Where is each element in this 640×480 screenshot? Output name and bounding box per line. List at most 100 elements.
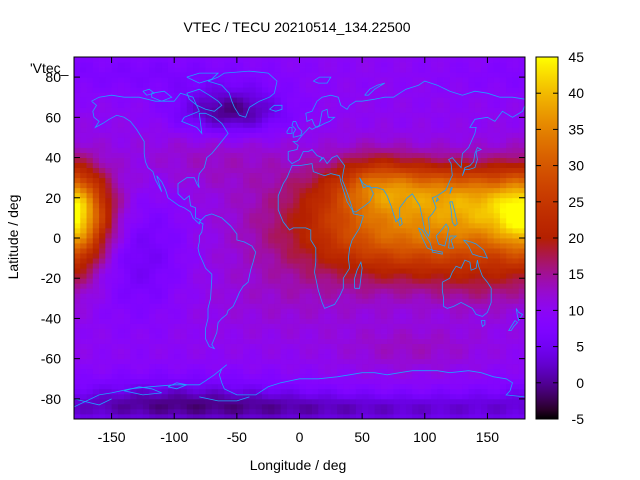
heatmap-cell	[80, 62, 87, 68]
heatmap-cell	[487, 403, 495, 410]
heatmap-cell	[136, 87, 144, 93]
heatmap-cell	[186, 82, 194, 88]
heatmap-cell	[124, 298, 131, 304]
heatmap-cell	[437, 207, 444, 214]
heatmap-cell	[487, 358, 495, 365]
heatmap-cell	[387, 112, 394, 118]
heatmap-cell	[167, 293, 175, 299]
heatmap-cell	[424, 298, 432, 304]
heatmap-cell	[92, 308, 100, 314]
heatmap-cell	[136, 127, 144, 133]
heatmap-cell	[468, 227, 476, 234]
heatmap-cell	[74, 388, 81, 395]
heatmap-cell	[443, 358, 451, 365]
heatmap-cell	[368, 388, 376, 395]
heatmap-cell	[105, 112, 112, 118]
heatmap-cell	[255, 243, 263, 249]
heatmap-cell	[456, 338, 463, 344]
heatmap-cell	[268, 142, 275, 148]
heatmap-cell	[136, 268, 144, 274]
heatmap-cell	[468, 253, 476, 259]
heatmap-cell	[136, 117, 144, 123]
heatmap-cell	[274, 192, 282, 199]
heatmap-cell	[199, 398, 206, 405]
heatmap-cell	[255, 222, 263, 229]
heatmap-cell	[368, 62, 376, 68]
heatmap-cell	[374, 393, 382, 400]
heatmap-cell	[105, 92, 112, 98]
heatmap-cell	[443, 72, 451, 78]
heatmap-cell	[99, 232, 106, 239]
heatmap-cell	[387, 117, 394, 123]
heatmap-cell	[299, 333, 307, 339]
heatmap-cell	[393, 122, 401, 128]
heatmap-cell	[393, 273, 401, 279]
heatmap-cell	[355, 323, 363, 329]
heatmap-cell	[205, 363, 213, 370]
heatmap-cell	[443, 318, 451, 324]
heatmap-cell	[362, 398, 369, 405]
heatmap-cell	[443, 92, 451, 98]
heatmap-cell	[380, 157, 388, 163]
heatmap-cell	[305, 212, 313, 219]
heatmap-cell	[280, 212, 288, 219]
heatmap-cell	[393, 398, 401, 405]
heatmap-cell	[155, 177, 163, 184]
heatmap-cell	[318, 197, 325, 204]
heatmap-cell	[431, 378, 438, 385]
heatmap-cell	[286, 147, 294, 153]
heatmap-cell	[355, 162, 363, 169]
heatmap-cell	[205, 127, 213, 133]
heatmap-cell	[155, 112, 163, 118]
heatmap-cell	[205, 137, 213, 143]
heatmap-cell	[456, 393, 463, 400]
heatmap-cell	[330, 303, 338, 309]
heatmap-cell	[506, 343, 513, 350]
heatmap-cell	[218, 323, 225, 329]
heatmap-cell	[412, 142, 419, 148]
heatmap-cell	[249, 177, 257, 184]
heatmap-cell	[199, 293, 206, 299]
heatmap-cell	[149, 112, 156, 118]
heatmap-cell	[224, 162, 231, 169]
heatmap-cell	[299, 263, 307, 269]
heatmap-cell	[393, 72, 401, 78]
heatmap-cell	[230, 97, 238, 103]
heatmap-cell	[130, 212, 138, 219]
heatmap-cell	[211, 152, 219, 158]
heatmap-cell	[362, 313, 369, 319]
heatmap-cell	[268, 77, 275, 83]
heatmap-cell	[299, 378, 307, 385]
heatmap-cell	[99, 313, 106, 319]
heatmap-cell	[149, 182, 156, 189]
heatmap-cell	[431, 343, 438, 350]
heatmap-cell	[305, 383, 313, 390]
heatmap-cell	[268, 333, 275, 339]
heatmap-cell	[487, 92, 495, 98]
heatmap-cell	[487, 67, 495, 73]
heatmap-cell	[280, 97, 288, 103]
heatmap-cell	[462, 207, 470, 214]
heatmap-cell	[193, 127, 200, 133]
heatmap-cell	[111, 177, 119, 184]
heatmap-cell	[149, 167, 156, 174]
heatmap-cell	[368, 107, 376, 113]
heatmap-cell	[462, 273, 470, 279]
heatmap-cell	[318, 57, 325, 63]
heatmap-cell	[155, 72, 163, 78]
heatmap-cell	[255, 338, 263, 344]
heatmap-cell	[174, 227, 181, 234]
heatmap-cell	[312, 368, 319, 375]
heatmap-cell	[111, 378, 119, 385]
heatmap-cell	[99, 388, 106, 395]
heatmap-cell	[343, 328, 351, 334]
heatmap-cell	[324, 152, 332, 158]
heatmap-cell	[393, 182, 401, 189]
heatmap-cell	[412, 358, 419, 365]
heatmap-cell	[293, 187, 300, 194]
heatmap-cell	[343, 383, 351, 390]
heatmap-cell	[362, 107, 369, 113]
heatmap-cell	[155, 212, 163, 219]
heatmap-cell	[274, 338, 282, 344]
heatmap-cell	[506, 338, 513, 344]
